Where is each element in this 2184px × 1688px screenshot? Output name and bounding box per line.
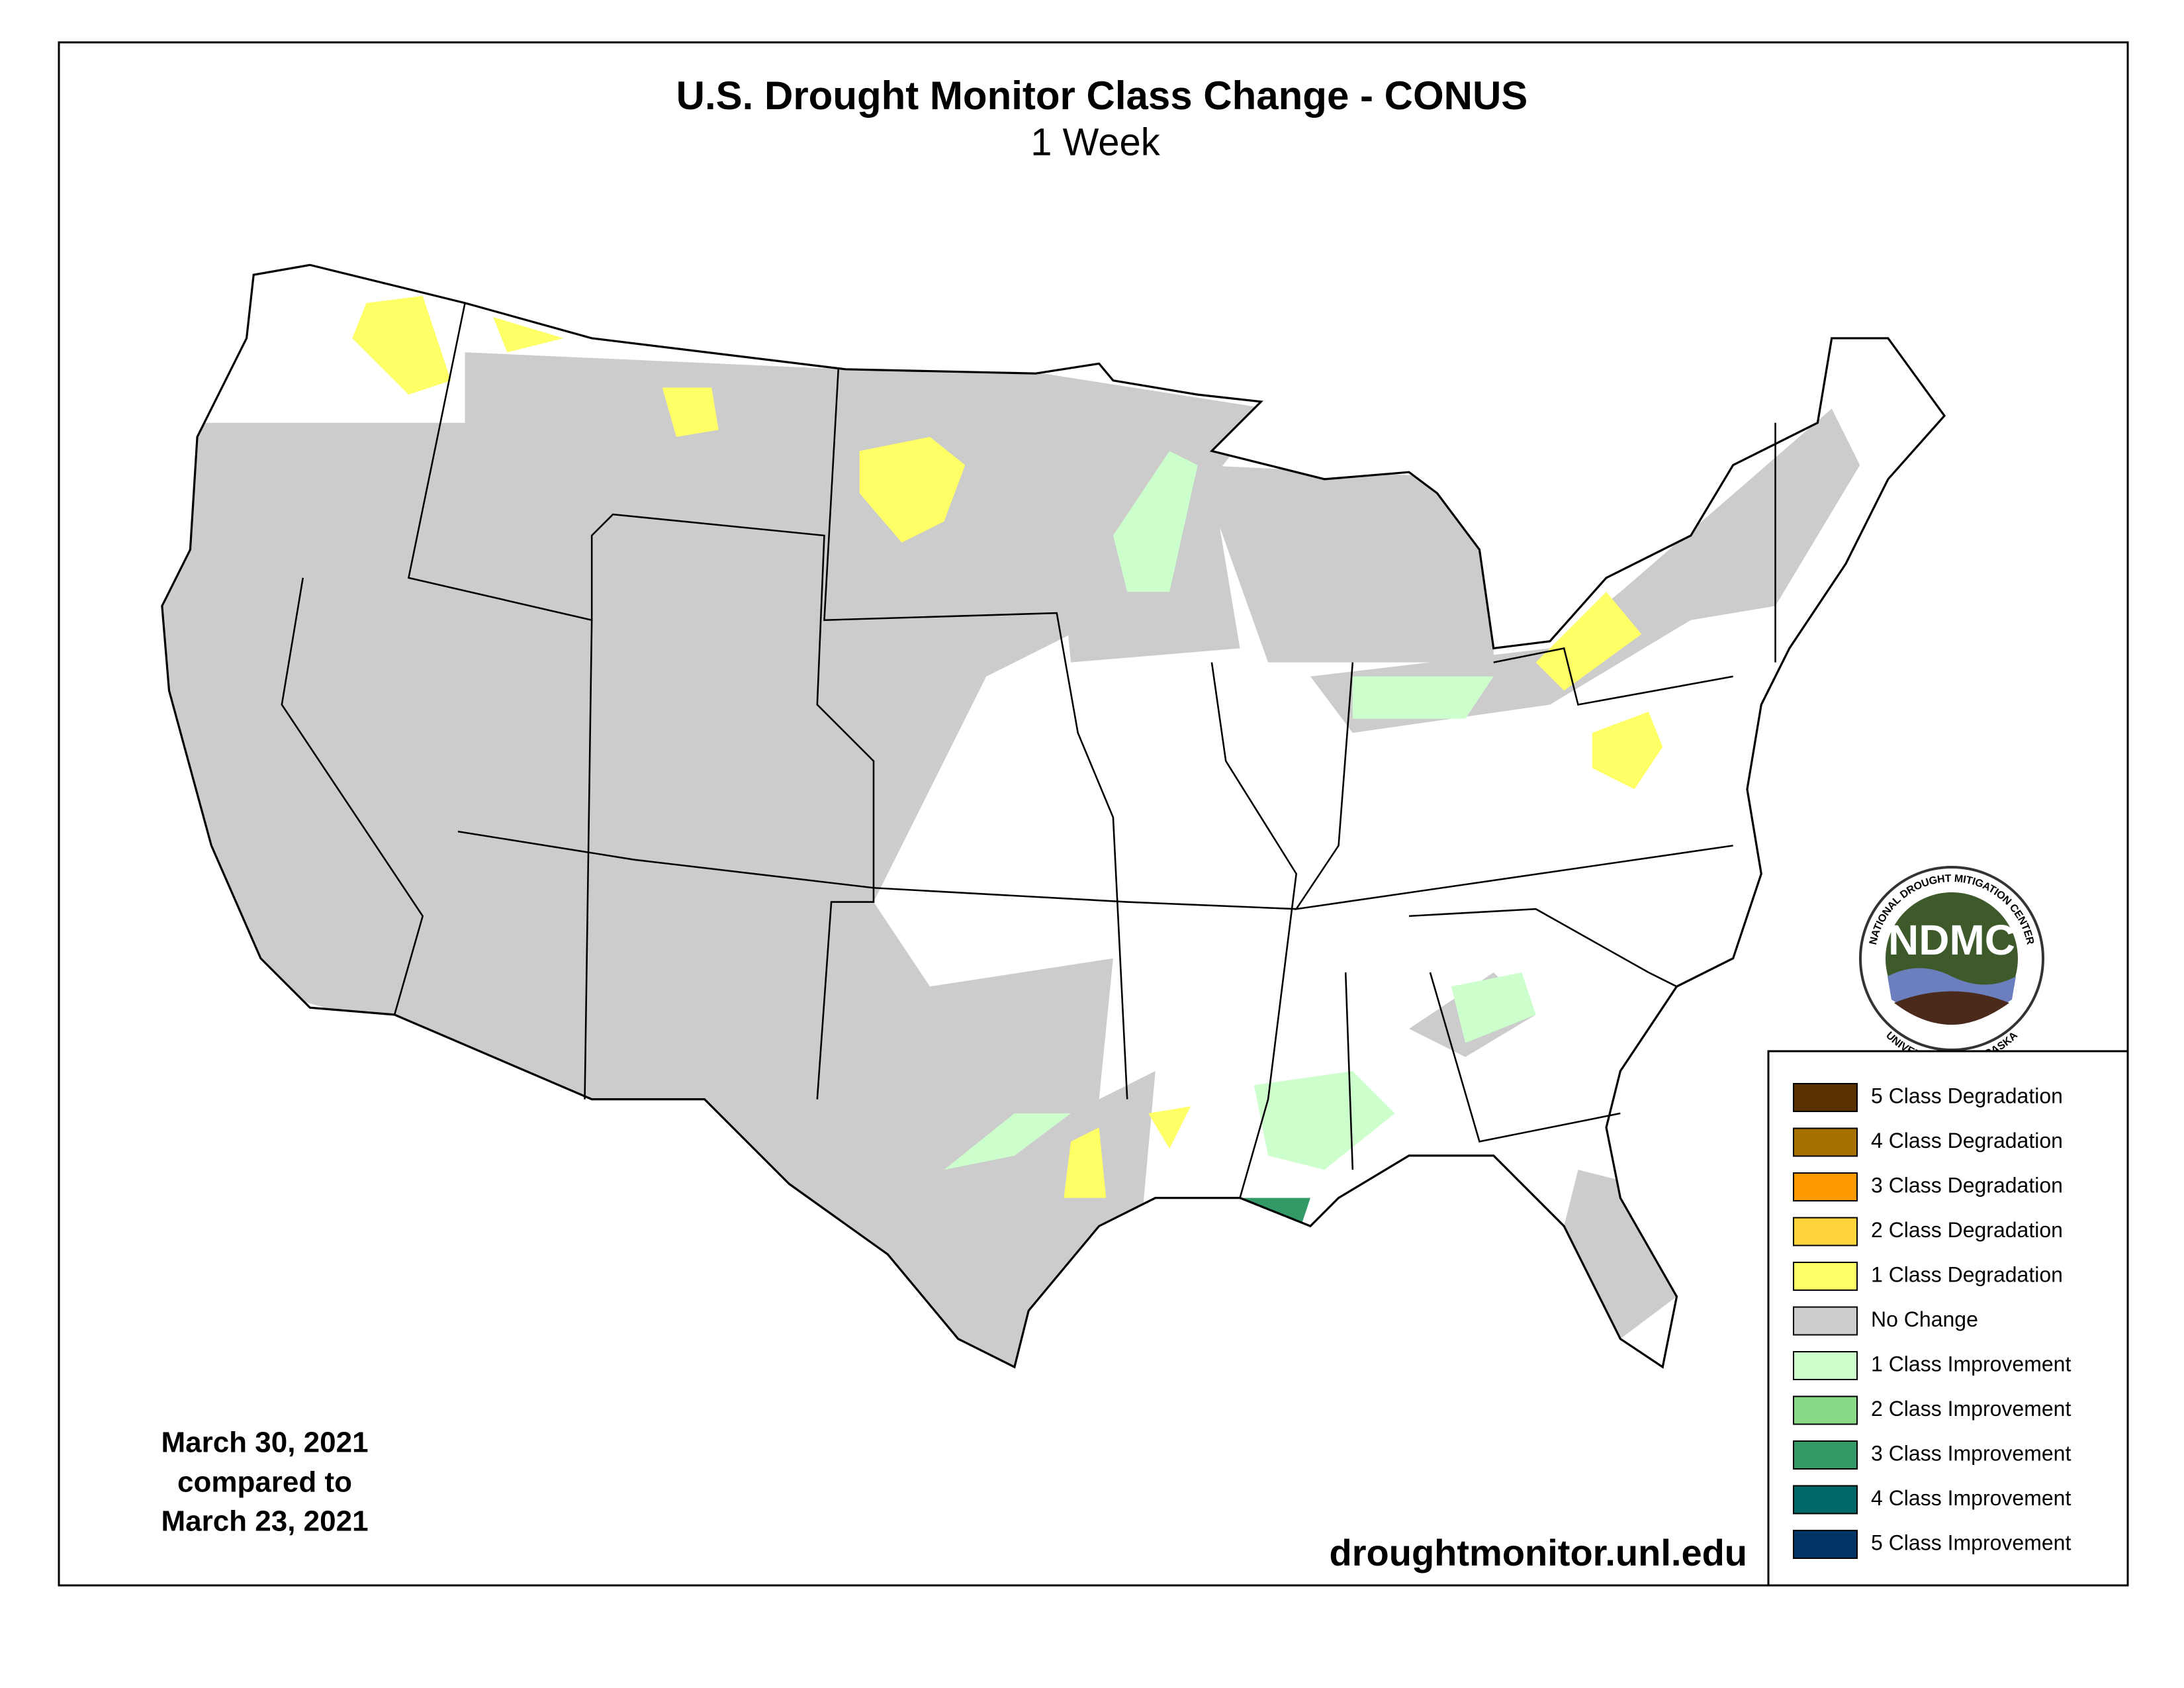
map [161, 263, 1946, 1368]
legend-label: No Change [1871, 1307, 1978, 1331]
improvement-area [1352, 676, 1494, 719]
legend-label: 2 Class Improvement [1871, 1397, 2071, 1421]
improvement-area [1451, 972, 1536, 1043]
legend-swatch [1793, 1262, 1858, 1291]
logo: NDMC NATIONAL DROUGHT MITIGATION CENTER … [1859, 866, 2044, 1067]
degradation-area [1064, 1127, 1107, 1198]
current-date: March 30, 2021 [161, 1427, 368, 1459]
degradation-area [1535, 592, 1642, 691]
degradation-area [1148, 1106, 1191, 1149]
degradation-area [662, 387, 719, 437]
no-change-area [161, 352, 1156, 1368]
previous-date: March 23, 2021 [161, 1505, 368, 1538]
legend-label: 4 Class Degradation [1871, 1129, 2063, 1152]
legend-swatch [1793, 1083, 1858, 1112]
legend: 5 Class Degradation 4 Class Degradation 3 … [1793, 1083, 2071, 1559]
improvement-area [1253, 1071, 1395, 1170]
legend-swatch [1793, 1127, 1858, 1157]
legend-label: 2 Class Degradation [1871, 1218, 2063, 1242]
logo-name: NDMC [1888, 916, 2015, 964]
compared-text: compared to [177, 1466, 352, 1499]
legend-swatch [1793, 1440, 1858, 1470]
legend-swatch [1793, 1485, 1858, 1515]
legend-label: 5 Class Improvement [1871, 1530, 2071, 1554]
legend-label: 3 Class Degradation [1871, 1173, 2063, 1197]
degradation-area [859, 436, 966, 543]
improvement-area [944, 1113, 1071, 1170]
legend-swatch [1793, 1306, 1858, 1336]
legend-label: 1 Class Improvement [1871, 1352, 2071, 1376]
subtitle: 1 Week [1030, 120, 1161, 164]
degradation-area [352, 296, 451, 395]
legend-label: 3 Class Improvement [1871, 1441, 2071, 1465]
url: droughtmonitor.unl.edu [1330, 1532, 1747, 1573]
state-lines [281, 303, 1776, 1199]
title: U.S. Drought Monitor Class Change - CONU… [676, 73, 1528, 118]
legend-label: 5 Class Degradation [1871, 1084, 2063, 1107]
legend-swatch [1793, 1217, 1858, 1246]
degradation-area [493, 317, 564, 353]
legend-swatch [1793, 1395, 1858, 1425]
legend-swatch [1793, 1172, 1858, 1201]
legend-label: 1 Class Degradation [1871, 1262, 2063, 1286]
legend-label: 4 Class Improvement [1871, 1486, 2071, 1510]
no-change-area [1197, 465, 1494, 663]
no-change-area [1564, 1170, 1677, 1339]
degradation-area [1592, 712, 1663, 790]
change-areas [161, 296, 1860, 1368]
legend-swatch [1793, 1351, 1858, 1380]
improvement-area [1113, 451, 1198, 592]
legend-swatch [1793, 1530, 1858, 1559]
